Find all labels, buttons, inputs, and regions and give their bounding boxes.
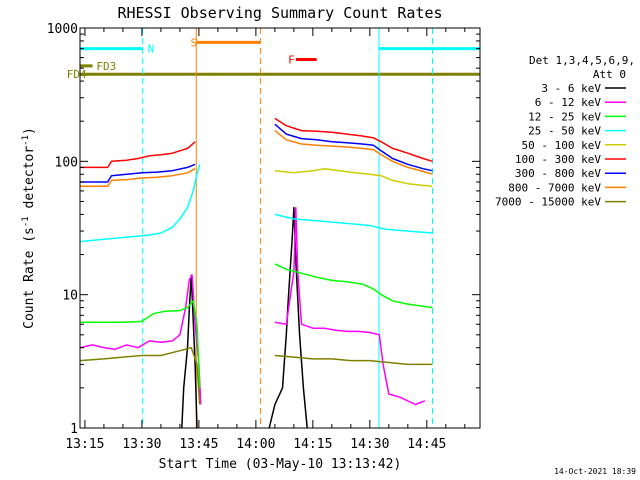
legend-label-8: 7000 - 15000 keV — [495, 196, 601, 209]
series-line-2-0 — [80, 300, 201, 388]
series-line-5-1 — [274, 117, 433, 163]
chart-title: RHESSI Observing Summary Count Rates — [117, 4, 442, 22]
legend-label-2: 12 - 25 keV — [528, 110, 601, 123]
series-line-3-1 — [274, 213, 433, 234]
x-tick-label-1: 13:30 — [122, 437, 161, 452]
y-label-sup1: -1 — [21, 216, 31, 227]
legend-label-5: 100 - 300 keV — [515, 153, 601, 166]
y-axis-label: Count Rate (s-1 detector-1) — [21, 127, 37, 329]
series-line-7-0 — [80, 168, 196, 188]
x-axis-label: Start Time (03-May-10 13:13:42) — [159, 457, 402, 472]
series-line-2-1 — [274, 263, 433, 309]
series-lines — [79, 117, 433, 429]
y-label-sup2: -1 — [21, 135, 31, 146]
legend-label-1: 6 - 12 keV — [535, 96, 602, 109]
y-tick-label-3: 1000 — [47, 22, 78, 37]
state-bars: N S F FD3 FD4 — [67, 36, 480, 81]
y-tick-label-2: 100 — [55, 155, 78, 170]
footer-timestamp: 14-Oct-2021 18:39 — [554, 467, 636, 476]
series-line-8-0 — [79, 346, 201, 405]
state-label-fd4: FD4 — [67, 68, 87, 81]
series-line-0-1 — [268, 206, 308, 429]
legend-label-0: 3 - 6 keV — [541, 82, 601, 95]
series-line-8-1 — [274, 354, 433, 366]
plot-frame — [79, 27, 481, 429]
state-label-n: N — [148, 43, 155, 56]
series-line-3-0 — [79, 164, 201, 243]
y-label-part3: ) — [22, 127, 37, 135]
series-line-7-1 — [274, 130, 433, 176]
axes: 13:15 13:30 13:45 14:00 14:15 14:30 14:45 1 10 10… — [47, 22, 480, 452]
legend-label-6: 300 - 800 keV — [515, 167, 601, 180]
state-label-s: S — [191, 36, 198, 49]
x-tick-label-2: 13:45 — [179, 437, 218, 452]
x-tick-label-3: 14:00 — [236, 437, 275, 452]
x-tick-label-6: 14:45 — [407, 437, 446, 452]
state-label-f: F — [288, 54, 295, 67]
series-line-6-0 — [80, 163, 196, 183]
state-label-fd3: FD3 — [96, 60, 116, 73]
series-line-4-0 — [274, 167, 433, 188]
series-line-1-1 — [274, 206, 426, 406]
legend-header-line1: Det 1,3,4,5,6,9, — [529, 54, 635, 67]
series-line-0-0 — [181, 274, 198, 429]
legend-label-4: 50 - 100 keV — [522, 139, 602, 152]
y-tick-label-0: 1 — [70, 422, 78, 437]
y-tick-label-1: 10 — [62, 289, 78, 304]
legend-header-line2: Att 0 — [593, 68, 626, 81]
x-tick-label-4: 14:15 — [293, 437, 332, 452]
series-line-1-0 — [79, 274, 202, 405]
series-line-5-0 — [80, 141, 196, 169]
legend-label-7: 800 - 7000 keV — [508, 181, 601, 194]
y-label-part1: Count Rate (s — [22, 227, 37, 329]
series-line-6-1 — [274, 123, 433, 172]
y-label-part2: detector — [22, 146, 37, 217]
legend-label-3: 25 - 50 keV — [528, 125, 601, 138]
x-tick-label-0: 13:15 — [65, 437, 104, 452]
x-tick-label-5: 14:30 — [350, 437, 389, 452]
